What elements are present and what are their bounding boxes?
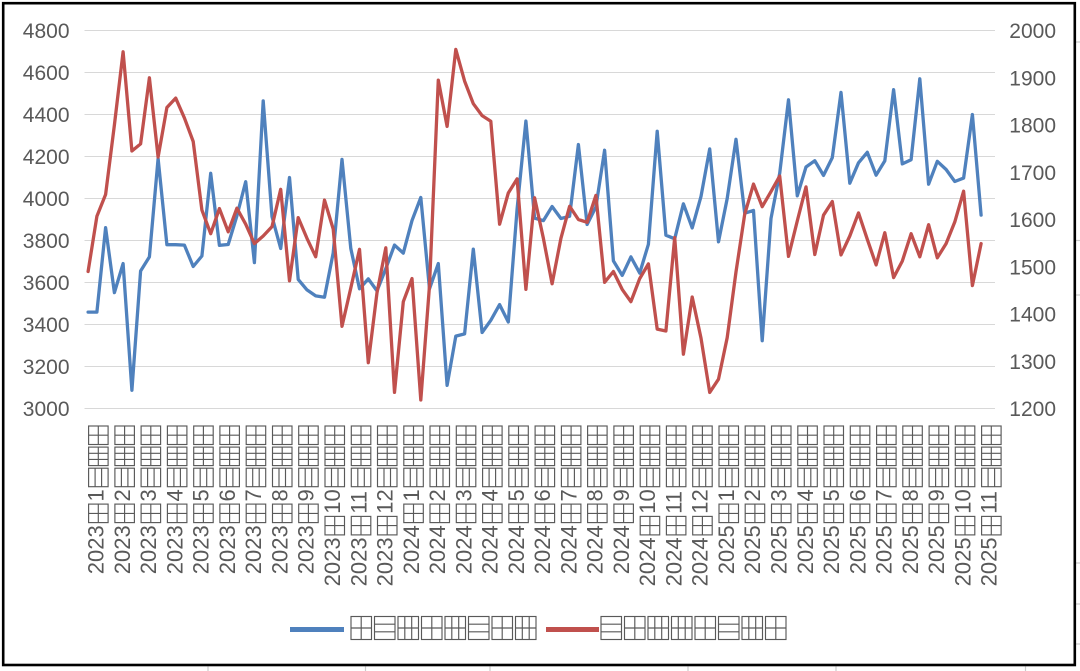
svg-text:2024: 2024 — [583, 525, 608, 574]
svg-text:3800: 3800 — [23, 230, 70, 253]
svg-text:9: 9 — [924, 489, 949, 501]
svg-text:2024: 2024 — [504, 525, 529, 574]
svg-text:2025: 2025 — [819, 525, 844, 574]
svg-text:3: 3 — [767, 489, 792, 501]
svg-text:3: 3 — [136, 489, 161, 501]
svg-text:2025: 2025 — [714, 525, 739, 574]
svg-text:1300: 1300 — [1009, 351, 1056, 374]
svg-text:4: 4 — [478, 489, 503, 501]
svg-text:2025: 2025 — [767, 525, 792, 574]
svg-text:2025: 2025 — [977, 537, 1002, 586]
svg-text:4800: 4800 — [23, 20, 70, 43]
svg-text:12: 12 — [373, 489, 398, 513]
svg-text:2023: 2023 — [320, 537, 345, 586]
svg-text:3000: 3000 — [23, 398, 70, 421]
svg-text:2025: 2025 — [793, 525, 818, 574]
svg-text:2025: 2025 — [924, 525, 949, 574]
svg-text:8: 8 — [898, 489, 923, 501]
svg-text:2024: 2024 — [635, 537, 660, 586]
svg-text:2: 2 — [425, 489, 450, 501]
svg-text:1400: 1400 — [1009, 304, 1056, 327]
svg-text:2024: 2024 — [661, 537, 686, 586]
svg-text:1700: 1700 — [1009, 162, 1056, 185]
svg-text:6: 6 — [215, 489, 240, 501]
svg-text:2024: 2024 — [530, 525, 555, 574]
svg-text:2025: 2025 — [898, 525, 923, 574]
svg-text:4200: 4200 — [23, 146, 70, 169]
svg-text:3400: 3400 — [23, 314, 70, 337]
svg-text:5: 5 — [504, 489, 529, 501]
svg-text:2024: 2024 — [478, 525, 503, 574]
svg-text:2: 2 — [110, 489, 135, 501]
svg-text:11: 11 — [661, 491, 686, 514]
svg-text:7: 7 — [872, 489, 897, 501]
svg-text:7: 7 — [241, 489, 266, 501]
svg-text:11: 11 — [346, 491, 371, 514]
svg-text:1: 1 — [399, 489, 424, 501]
svg-text:2: 2 — [740, 489, 765, 501]
svg-text:1500: 1500 — [1009, 256, 1056, 279]
svg-text:9: 9 — [609, 489, 634, 501]
svg-text:4400: 4400 — [23, 104, 70, 127]
svg-text:10: 10 — [950, 489, 975, 513]
svg-text:3600: 3600 — [23, 272, 70, 295]
svg-text:5: 5 — [189, 489, 214, 501]
svg-text:4: 4 — [162, 489, 187, 501]
svg-text:2023: 2023 — [294, 525, 319, 574]
svg-text:1: 1 — [84, 489, 109, 501]
svg-text:2023: 2023 — [346, 537, 371, 586]
svg-text:2025: 2025 — [740, 525, 765, 574]
svg-text:2025: 2025 — [845, 525, 870, 574]
svg-text:6: 6 — [845, 489, 870, 501]
svg-text:1200: 1200 — [1009, 398, 1056, 421]
svg-text:1: 1 — [714, 489, 739, 501]
svg-text:2025: 2025 — [872, 525, 897, 574]
svg-text:4: 4 — [793, 489, 818, 501]
svg-text:6: 6 — [530, 489, 555, 501]
svg-text:9: 9 — [294, 489, 319, 501]
svg-text:1800: 1800 — [1009, 115, 1056, 138]
svg-text:10: 10 — [635, 489, 660, 513]
svg-text:3200: 3200 — [23, 356, 70, 379]
svg-text:4000: 4000 — [23, 188, 70, 211]
svg-text:2024: 2024 — [451, 525, 476, 574]
svg-text:1600: 1600 — [1009, 209, 1056, 232]
svg-text:2023: 2023 — [136, 525, 161, 574]
svg-text:2024: 2024 — [556, 525, 581, 574]
svg-text:2023: 2023 — [373, 537, 398, 586]
svg-text:5: 5 — [819, 489, 844, 501]
svg-text:2023: 2023 — [241, 525, 266, 574]
svg-text:2025: 2025 — [950, 537, 975, 586]
svg-text:2024: 2024 — [425, 525, 450, 574]
svg-text:2024: 2024 — [609, 525, 634, 574]
svg-text:10: 10 — [320, 489, 345, 513]
svg-text:12: 12 — [688, 489, 713, 513]
svg-text:2023: 2023 — [215, 525, 240, 574]
svg-text:3: 3 — [451, 489, 476, 501]
svg-text:11: 11 — [977, 491, 1002, 514]
svg-text:2023: 2023 — [268, 525, 293, 574]
svg-text:2000: 2000 — [1009, 20, 1056, 43]
svg-text:7: 7 — [556, 489, 581, 501]
svg-text:8: 8 — [583, 489, 608, 501]
svg-text:8: 8 — [268, 489, 293, 501]
svg-text:2023: 2023 — [84, 525, 109, 574]
svg-text:2023: 2023 — [189, 525, 214, 574]
svg-text:2023: 2023 — [162, 525, 187, 574]
svg-text:2024: 2024 — [688, 537, 713, 586]
svg-text:2024: 2024 — [399, 525, 424, 574]
svg-text:4600: 4600 — [23, 62, 70, 85]
svg-text:2023: 2023 — [110, 525, 135, 574]
svg-text:1900: 1900 — [1009, 67, 1056, 90]
